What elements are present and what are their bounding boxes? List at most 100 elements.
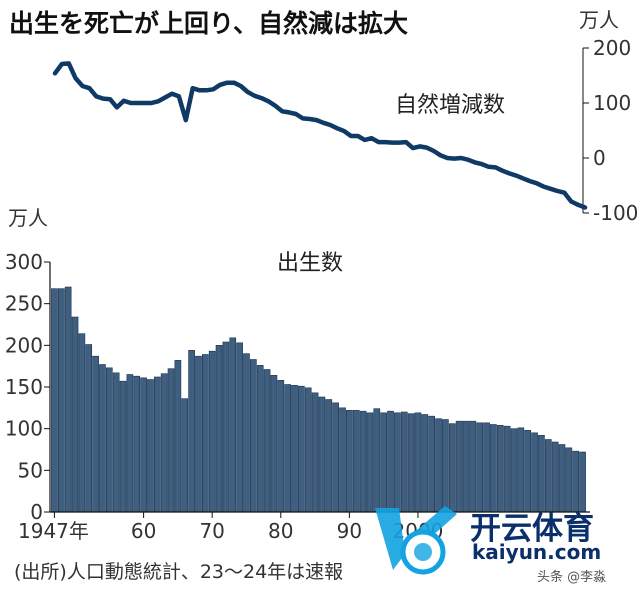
bar-2010 [483, 422, 490, 513]
bar-1995 [380, 412, 387, 513]
top-y-ticks: 200 100 0 -100 [583, 36, 638, 225]
bottom-y-tick-label: 0 [30, 500, 43, 524]
bar-2017 [531, 432, 538, 513]
bottom-x-tick-label: 90 [337, 519, 362, 543]
top-tick-label: -100 [593, 201, 638, 225]
bottom-y-tick-label: 300 [5, 250, 43, 274]
bar-1967 [188, 350, 195, 513]
bar-1969 [202, 354, 209, 513]
bar-1955 [105, 367, 113, 513]
top-unit-label: 万人 [579, 8, 619, 32]
bar-1989 [339, 407, 346, 513]
bar-1979 [270, 375, 278, 513]
bar-1981 [284, 384, 291, 513]
bar-2015 [517, 427, 525, 513]
bar-1956 [112, 372, 120, 513]
source-note: (出所)人口動態統計、23〜24年は速報 [14, 561, 344, 583]
bar-1986 [318, 396, 326, 513]
bar-1991 [352, 410, 360, 513]
bar-1975 [243, 353, 250, 513]
watermark-logo-icon [375, 506, 457, 575]
natural-change-label: 自然増減数 [395, 93, 505, 118]
bar-1999 [407, 413, 415, 513]
bar-2002 [428, 415, 436, 513]
bar-1952 [85, 344, 93, 513]
bar-1971 [215, 345, 223, 513]
top-tick-label: 200 [593, 36, 631, 60]
bottom-x-tick-label: 1947年 [18, 519, 89, 543]
bar-1963 [160, 373, 168, 513]
bar-1961 [147, 379, 154, 513]
bar-1998 [400, 411, 408, 513]
bar-1962 [153, 376, 161, 513]
bar-2005 [448, 423, 456, 513]
bar-1993 [366, 412, 374, 513]
births-bars [51, 286, 586, 513]
bar-1951 [78, 333, 86, 513]
bar-2009 [476, 422, 484, 513]
bar-1984 [304, 387, 312, 513]
bar-1996 [387, 410, 394, 513]
births-panel: 万人 出生数 300 250 200 150 100 50 0 1947年 60 70 80 90 2… [5, 206, 590, 543]
bar-1980 [277, 380, 285, 513]
bottom-y-ticks: 300 250 200 150 100 50 0 [5, 250, 50, 524]
bar-2016 [524, 430, 532, 513]
bottom-x-tick-label: 60 [131, 519, 156, 543]
bar-1954 [99, 364, 106, 513]
bar-1992 [359, 410, 367, 513]
bar-2018 [538, 435, 545, 513]
bar-2004 [442, 419, 449, 513]
bar-2003 [435, 418, 442, 513]
bar-1968 [195, 355, 202, 513]
bar-1957 [119, 380, 127, 513]
bar-1947 [51, 288, 58, 513]
bar-1994 [373, 408, 381, 513]
bar-1949 [64, 286, 72, 513]
bar-1988 [332, 402, 339, 513]
bar-2012 [496, 425, 504, 513]
bottom-y-tick-label: 250 [5, 292, 43, 316]
bar-2008 [469, 420, 477, 513]
bar-1987 [325, 399, 333, 513]
bar-1959 [133, 375, 141, 513]
natural-change-panel: 万人 自然増減数 200 100 0 -100 [52, 8, 638, 225]
bottom-unit-label: 万人 [8, 206, 48, 230]
bar-1985 [311, 392, 319, 513]
top-tick-label: 0 [593, 146, 606, 170]
bar-2014 [510, 428, 518, 513]
natural-change-line [52, 61, 588, 210]
bar-1973 [229, 337, 237, 513]
bar-1990 [346, 410, 353, 513]
watermark-brand: 开云体育 [470, 511, 594, 547]
chart-title: 出生を死亡が上回り、自然減は拡大 [9, 9, 408, 38]
bar-1966 [181, 398, 189, 513]
bar-1953 [92, 355, 99, 513]
bottom-x-tick-label: 80 [268, 519, 293, 543]
bottom-y-tick-label: 100 [5, 417, 43, 441]
bar-1978 [263, 369, 271, 513]
watermark-domain: kaiyun.com [472, 540, 602, 564]
bar-1972 [222, 341, 230, 513]
bar-1958 [126, 374, 134, 513]
bottom-y-tick-label: 50 [18, 458, 43, 482]
bar-1960 [140, 377, 147, 513]
bar-1974 [236, 342, 243, 513]
bar-1976 [250, 359, 257, 513]
bar-1964 [167, 368, 175, 513]
bar-2011 [490, 424, 497, 513]
bar-1948 [57, 288, 65, 513]
bottom-x-tick-label: 70 [199, 519, 224, 543]
bar-1970 [208, 350, 216, 513]
bar-1950 [71, 316, 79, 513]
bottom-y-tick-label: 200 [5, 333, 43, 357]
bar-1997 [394, 412, 401, 513]
watermark-credit: 头条 @李淼 [537, 570, 607, 585]
bar-2021 [558, 444, 566, 513]
bar-1977 [256, 365, 264, 513]
births-label: 出生数 [277, 251, 343, 276]
top-tick-label: 100 [593, 91, 631, 115]
bar-2019 [544, 439, 552, 513]
bar-2006 [455, 420, 463, 513]
bar-1982 [291, 385, 298, 513]
